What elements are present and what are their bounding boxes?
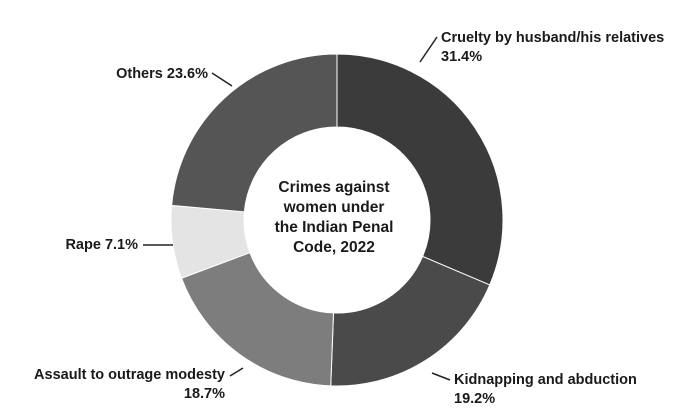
slice-label-others: Others 23.6%: [116, 66, 208, 82]
slice-label-kidnapping: Kidnapping and abduction: [454, 372, 637, 388]
slice-value-cruelty: 31.4%: [441, 49, 482, 65]
slice-others: [171, 53, 338, 213]
slice-label-rape: Rape 7.1%: [65, 237, 138, 253]
chart-title: Crimes against women under the Indian Pe…: [258, 178, 410, 258]
slice-label-cruelty: Cruelty by husband/his relatives: [441, 30, 664, 46]
leader-line-kidnapping: [431, 372, 451, 381]
chart-title-line-2: women under: [283, 199, 385, 216]
slice-kidnapping: [330, 255, 491, 387]
leader-line-others: [211, 72, 233, 87]
slice-value-rape: 7.1%: [105, 237, 138, 253]
slice-value-kidnapping: 19.2%: [454, 391, 495, 407]
leader-line-cruelty: [419, 36, 438, 63]
chart-title-line-1: Crimes against: [278, 179, 390, 196]
slice-value-others: 23.6%: [167, 66, 208, 82]
chart-title-line-4: Code, 2022: [293, 239, 375, 256]
leader-line-assault: [229, 367, 244, 377]
slice-label-others-name: Others: [116, 66, 163, 82]
slice-label-assault: Assault to outrage modesty: [34, 367, 225, 383]
slice-label-rape-name: Rape: [65, 237, 100, 253]
chart-title-line-3: the Indian Penal: [274, 219, 394, 236]
slice-assault: [180, 251, 335, 387]
slice-cruelty: [336, 53, 504, 286]
slice-value-assault: 18.7%: [184, 386, 225, 402]
